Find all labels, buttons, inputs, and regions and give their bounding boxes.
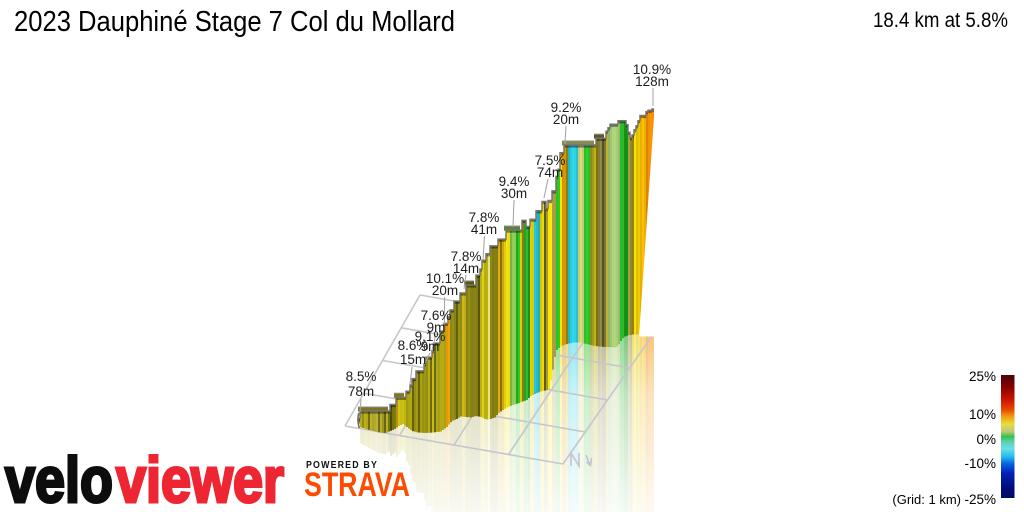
svg-text:8.6%: 8.6%: [398, 338, 429, 353]
svg-text:18.4 km at 5.8%: 18.4 km at 5.8%: [873, 9, 1008, 32]
svg-text:14m: 14m: [453, 261, 479, 276]
svg-text:9.2%: 9.2%: [551, 100, 582, 115]
svg-text:10%: 10%: [969, 407, 996, 422]
svg-text:POWERED BY: POWERED BY: [306, 459, 378, 471]
svg-text:78m: 78m: [348, 384, 374, 399]
svg-text:74m: 74m: [537, 165, 563, 180]
svg-text:10.1%: 10.1%: [426, 271, 464, 286]
svg-text:-10%: -10%: [964, 456, 996, 471]
svg-text:2023 Dauphiné Stage 7 Col du M: 2023 Dauphiné Stage 7 Col du Mollard: [14, 6, 455, 38]
svg-text:viewer: viewer: [116, 444, 284, 512]
svg-text:9.1%: 9.1%: [415, 329, 446, 344]
svg-text:7.8%: 7.8%: [469, 210, 500, 225]
svg-text:41m: 41m: [471, 222, 497, 237]
svg-text:9m: 9m: [421, 339, 440, 354]
svg-text:25%: 25%: [969, 369, 996, 384]
svg-text:15m: 15m: [400, 352, 426, 367]
svg-text:8.5%: 8.5%: [346, 369, 377, 384]
svg-text:128m: 128m: [635, 74, 669, 89]
svg-text:-25%: -25%: [964, 492, 996, 507]
svg-text:0%: 0%: [976, 432, 996, 447]
svg-text:9m: 9m: [427, 320, 446, 335]
svg-text:7.6%: 7.6%: [421, 308, 452, 323]
svg-text:STRAVA: STRAVA: [304, 466, 410, 504]
svg-text:(Grid: 1 km): (Grid: 1 km): [892, 492, 961, 507]
svg-text:20m: 20m: [432, 283, 458, 298]
svg-text:30m: 30m: [501, 186, 527, 201]
svg-text:7.5%: 7.5%: [535, 153, 566, 168]
svg-text:20m: 20m: [553, 112, 579, 127]
svg-text:velo: velo: [5, 444, 113, 512]
svg-text:9.4%: 9.4%: [499, 174, 530, 189]
svg-text:10.9%: 10.9%: [633, 62, 671, 77]
svg-text:7.8%: 7.8%: [451, 249, 482, 264]
